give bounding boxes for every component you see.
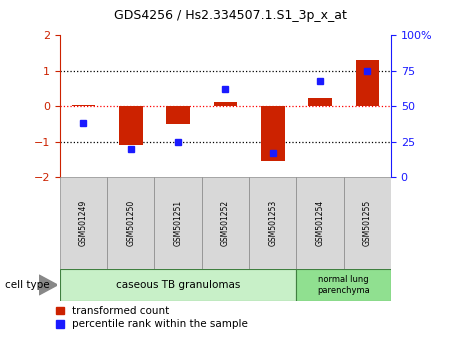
Text: GSM501249: GSM501249 [79,200,88,246]
Bar [154,177,202,269]
Text: normal lung
parenchyma: normal lung parenchyma [317,275,369,295]
Bar [248,177,296,269]
Text: cell type: cell type [5,280,49,290]
Text: caseous TB granulomas: caseous TB granulomas [116,280,240,290]
Text: GSM501254: GSM501254 [315,200,324,246]
Text: GSM501253: GSM501253 [268,200,277,246]
Bar [355,60,378,106]
Bar [72,105,95,106]
Text: GSM501250: GSM501250 [126,200,135,246]
Bar [119,106,142,145]
Bar [60,269,296,301]
Bar [260,106,284,161]
Bar [308,98,331,106]
Text: GSM501251: GSM501251 [173,200,182,246]
Bar [343,177,390,269]
Bar [296,177,343,269]
Bar [213,102,237,106]
Bar [202,177,248,269]
Text: GSM501252: GSM501252 [220,200,230,246]
Polygon shape [39,275,57,295]
Text: GDS4256 / Hs2.334507.1.S1_3p_x_at: GDS4256 / Hs2.334507.1.S1_3p_x_at [113,9,346,22]
Bar [60,177,107,269]
Bar [107,177,154,269]
Bar [166,106,190,124]
Legend: transformed count, percentile rank within the sample: transformed count, percentile rank withi… [56,306,248,329]
Text: GSM501255: GSM501255 [362,200,371,246]
Bar [296,269,390,301]
